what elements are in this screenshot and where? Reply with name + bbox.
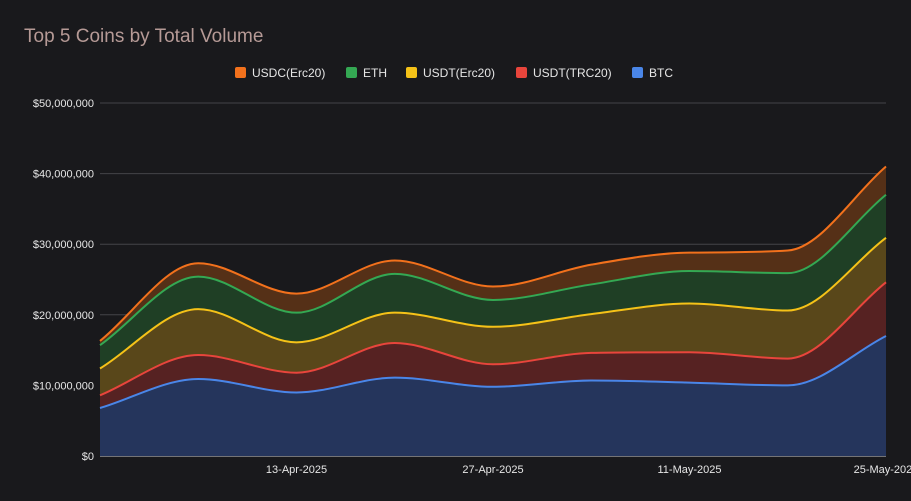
legend-swatch-usdc-erc20 — [235, 67, 246, 78]
legend-swatch-eth — [346, 67, 357, 78]
area-usdt-trc20 — [100, 282, 886, 408]
y-tick-label: $0 — [82, 451, 94, 463]
series-areas — [100, 166, 886, 456]
series-lines — [99, 165, 887, 409]
legend-label-usdc-erc20: USDC(Erc20) — [252, 66, 325, 80]
legend-label-usdt-erc20: USDT(Erc20) — [423, 66, 495, 80]
chart-title: Top 5 Coins by Total Volume — [24, 26, 264, 47]
y-tick-label: $30,000,000 — [33, 239, 94, 251]
line-eth — [99, 193, 887, 346]
legend-swatch-usdt-trc20 — [516, 67, 527, 78]
x-tick-label: 11-May-2025 — [658, 464, 722, 476]
line-usdt-trc20 — [99, 281, 887, 397]
y-tick-label: $20,000,000 — [33, 310, 94, 322]
legend-label-usdt-trc20: USDT(TRC20) — [533, 66, 612, 80]
legend-swatch-btc — [632, 67, 643, 78]
area-eth — [100, 194, 886, 369]
x-tick-label: 13-Apr-2025 — [266, 464, 327, 476]
line-usdc-erc20 — [99, 165, 887, 342]
x-tick-label: 25-May-2025 — [854, 464, 911, 476]
y-tick-label: $10,000,000 — [33, 380, 94, 392]
area-btc — [100, 335, 886, 456]
legend: USDC(Erc20) ETH USDT(Erc20) USDT(TRC20) BTC — [235, 66, 673, 80]
area-usdt-erc20 — [100, 237, 886, 396]
line-btc — [99, 335, 887, 409]
legend-swatch-usdt-erc20 — [406, 67, 417, 78]
y-tick-label: $50,000,000 — [33, 98, 94, 110]
line-usdt-erc20 — [99, 237, 887, 370]
x-axis: 13-Apr-2025 27-Apr-2025 11-May-2025 25-May-… — [266, 464, 911, 476]
legend-label-btc: BTC — [649, 66, 673, 80]
y-axis: $0 $10,000,000 $20,000,000 $30,000,000 $40,0… — [33, 98, 94, 463]
y-tick-label: $40,000,000 — [33, 169, 94, 181]
area-usdc-erc20 — [100, 166, 886, 346]
legend-label-eth: ETH — [363, 66, 387, 80]
x-tick-label: 27-Apr-2025 — [462, 464, 523, 476]
